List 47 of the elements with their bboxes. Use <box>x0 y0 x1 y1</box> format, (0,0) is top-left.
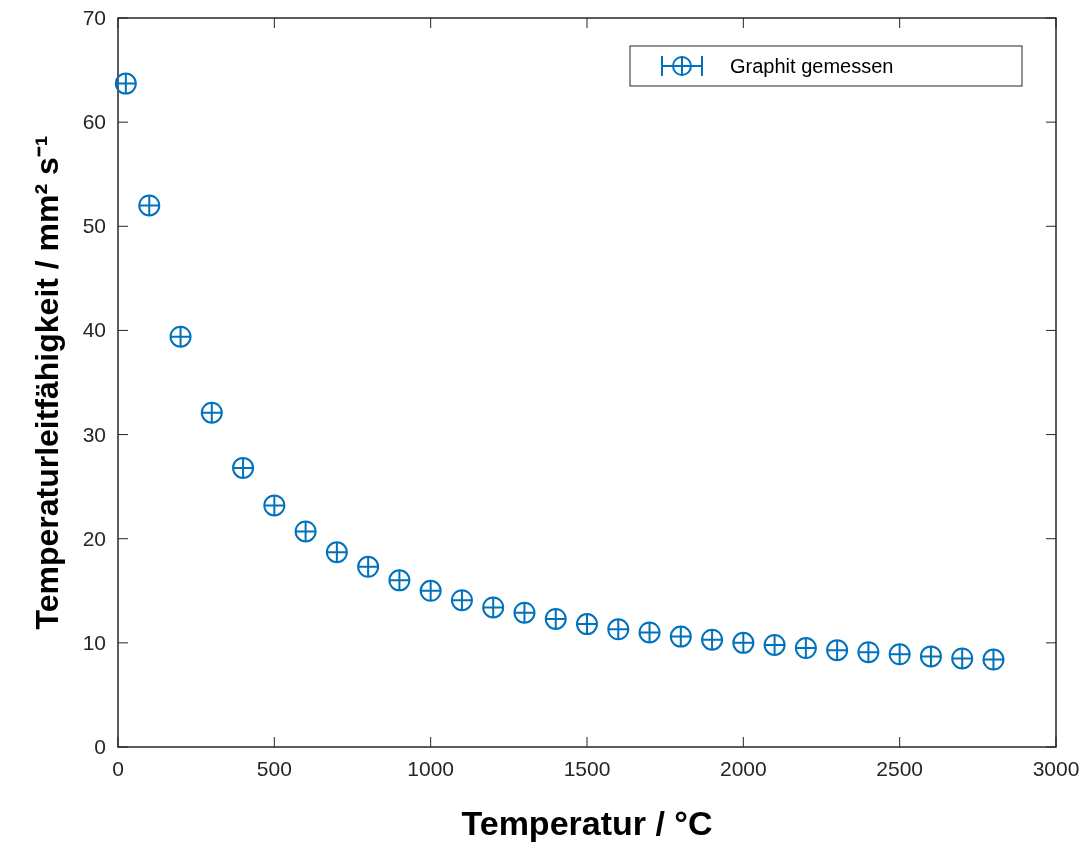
y-tick-label: 0 <box>94 735 106 758</box>
point <box>138 194 161 217</box>
y-tick-label: 20 <box>82 526 106 550</box>
point <box>763 633 786 656</box>
point <box>325 541 348 564</box>
point <box>794 637 817 660</box>
point <box>450 589 473 612</box>
x-tick-label: 2000 <box>719 757 767 780</box>
point <box>263 494 286 517</box>
y-tick-label: 70 <box>82 6 106 29</box>
point <box>951 647 974 670</box>
x-tick-label: 1500 <box>563 757 611 780</box>
point <box>701 628 724 651</box>
point <box>169 325 192 348</box>
x-tick-label: 2500 <box>876 757 924 780</box>
y-axis-title: Temperaturleitfähigkeit / mm² s⁻¹ <box>29 135 65 630</box>
point <box>826 639 849 662</box>
x-axis-title: Temperatur / °C <box>461 804 713 842</box>
point <box>607 618 630 641</box>
y-tick-label: 40 <box>82 318 106 342</box>
point <box>544 607 567 630</box>
x-tick-label: 3000 <box>1032 757 1080 780</box>
point <box>357 555 380 578</box>
point <box>232 456 255 479</box>
x-tick-label: 0 <box>112 757 124 780</box>
point <box>419 579 442 602</box>
point <box>200 401 223 424</box>
x-tick-label: 500 <box>256 757 292 780</box>
point <box>513 601 536 624</box>
point <box>388 569 411 592</box>
point <box>919 645 942 668</box>
point <box>294 520 317 543</box>
point <box>857 641 880 664</box>
point <box>638 621 661 644</box>
y-tick-label: 10 <box>82 630 106 654</box>
point <box>732 631 755 654</box>
point <box>576 613 598 636</box>
y-tick-label: 60 <box>82 110 106 134</box>
point <box>114 72 137 95</box>
point <box>982 648 1005 671</box>
point <box>669 625 692 648</box>
x-tick-label: 1000 <box>407 757 455 780</box>
point <box>888 643 911 666</box>
legend-label: Graphit gemessen <box>730 55 894 77</box>
point <box>482 596 505 619</box>
y-tick-label: 30 <box>82 422 106 446</box>
y-tick-label: 50 <box>82 214 106 238</box>
